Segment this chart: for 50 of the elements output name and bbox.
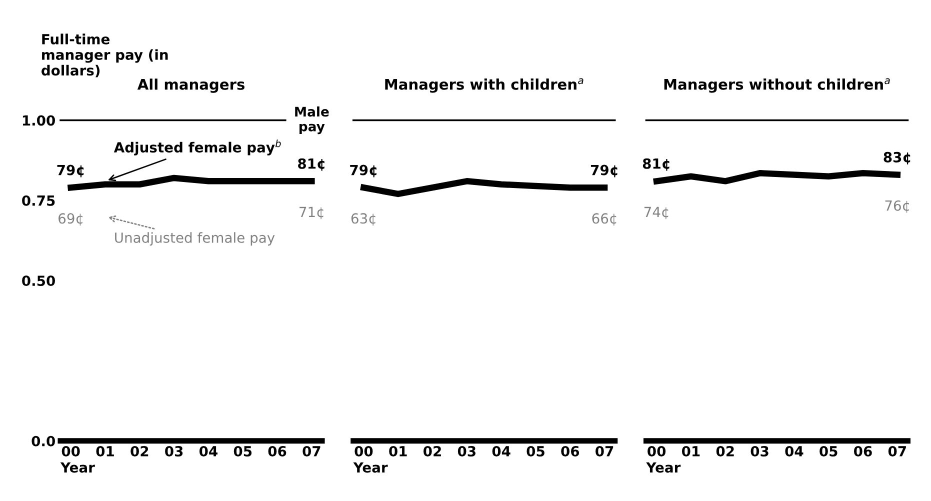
x-tick-label: 01: [389, 446, 407, 456]
y-tick-label: 0.50: [22, 276, 55, 286]
x-tick-label: 02: [130, 446, 148, 456]
x-tick-label: 05: [234, 446, 252, 456]
x-tick-label: 06: [268, 446, 286, 456]
x-tick-label: 04: [785, 446, 804, 456]
ref-line-label: Male pay: [295, 106, 329, 134]
x-tick-label: 07: [888, 446, 906, 456]
y-axis-title: Full-time manager pay (in dollars): [42, 34, 168, 78]
x-tick-label: 03: [750, 446, 768, 456]
chart-title: Managers with children$^{a}$: [385, 78, 584, 93]
annotation: 71¢: [300, 206, 324, 220]
annotation: 79¢: [57, 164, 84, 178]
x-tick-label: 01: [682, 446, 700, 456]
x-tick-label: 07: [596, 446, 614, 456]
chart-title: All managers: [137, 78, 244, 93]
annotation: 81¢: [298, 158, 324, 171]
y-tick-label: 0.0: [32, 436, 55, 446]
x-tick-label: 04: [492, 446, 510, 456]
y-tick-label: 0.75: [22, 195, 55, 206]
x-tick-label: 07: [302, 446, 320, 456]
x-tick-label: 02: [716, 446, 734, 456]
x-tick-label: 01: [96, 446, 114, 456]
annotation: 79¢: [350, 164, 376, 178]
x-tick-label: 02: [424, 446, 441, 456]
annotation: 66¢: [592, 213, 616, 226]
annotation: Unadjusted female pay: [115, 232, 275, 246]
x-tick-label: 06: [854, 446, 872, 456]
y-tick-label: 1.00: [22, 115, 55, 126]
annotation: 83¢: [884, 152, 910, 164]
x-tick-label: 00: [354, 446, 373, 456]
x-tick-label: 03: [458, 446, 476, 456]
x-tick-label: 04: [199, 446, 218, 456]
x-axis-title: Year: [646, 462, 681, 473]
annotation: 74¢: [644, 206, 668, 220]
chart-title: Managers without children$^{a}$: [664, 78, 890, 93]
annotation: 76¢: [885, 200, 909, 213]
x-tick-label: 03: [165, 446, 183, 456]
x-axis-title: Year: [353, 462, 388, 473]
annotation: 69¢: [58, 213, 82, 226]
annotation: 81¢: [642, 158, 670, 171]
annotation: 63¢: [351, 213, 376, 226]
x-tick-label: 00: [648, 446, 666, 456]
x-tick-label: 05: [526, 446, 544, 456]
x-tick-label: 06: [561, 446, 580, 456]
x-axis-title: Year: [60, 462, 95, 473]
annotation: 79¢: [590, 164, 618, 178]
x-tick-label: 05: [820, 446, 838, 456]
series-label: Adjusted female pay$^{b}$: [114, 140, 281, 156]
x-tick-label: 00: [62, 446, 80, 456]
